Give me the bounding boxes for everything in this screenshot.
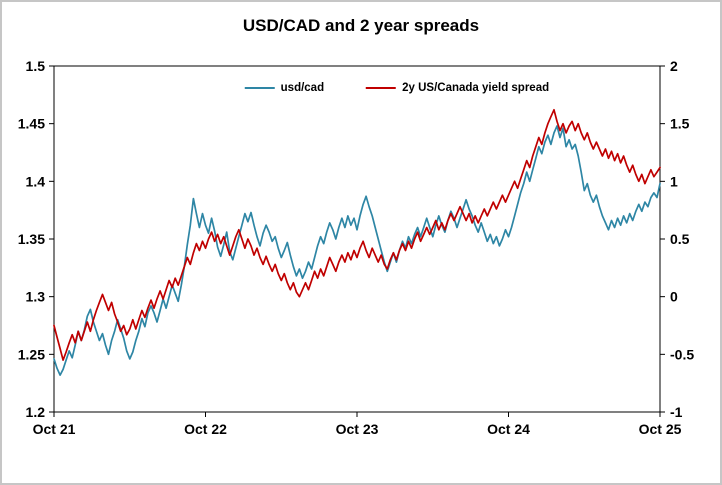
- svg-text:Oct 25: Oct 25: [639, 421, 682, 437]
- chart-title: USD/CAD and 2 year spreads: [242, 16, 480, 35]
- svg-text:1.2: 1.2: [26, 404, 46, 420]
- svg-text:-0.5: -0.5: [670, 346, 694, 362]
- svg-text:Oct 23: Oct 23: [336, 421, 379, 437]
- svg-text:1.35: 1.35: [18, 231, 45, 247]
- left-axis: 1.2 1.25 1.3 1.35 1.4 1.45 1.5: [18, 58, 54, 420]
- svg-text:Oct 24: Oct 24: [487, 421, 530, 437]
- svg-text:1.45: 1.45: [18, 116, 45, 132]
- x-axis: Oct 21 Oct 22 Oct 23 Oct 24 Oct 25: [33, 412, 682, 437]
- svg-text:0.5: 0.5: [670, 231, 690, 247]
- series-line-0: [53, 125, 661, 376]
- svg-text:1.4: 1.4: [26, 173, 46, 189]
- svg-text:1.3: 1.3: [26, 289, 46, 305]
- svg-text:1.5: 1.5: [26, 58, 46, 74]
- series-line-1: [53, 108, 661, 361]
- right-axis: -1 -0.5 0 0.5 1 1.5 2: [660, 58, 694, 420]
- svg-text:Oct 21: Oct 21: [33, 421, 76, 437]
- svg-text:Oct 22: Oct 22: [184, 421, 227, 437]
- svg-text:1.5: 1.5: [670, 116, 690, 132]
- svg-text:1: 1: [670, 173, 678, 189]
- plot-border: [53, 65, 661, 413]
- svg-text:0: 0: [670, 289, 678, 305]
- svg-text:-1: -1: [670, 404, 683, 420]
- svg-text:1.25: 1.25: [18, 346, 45, 362]
- svg-text:2: 2: [670, 58, 678, 74]
